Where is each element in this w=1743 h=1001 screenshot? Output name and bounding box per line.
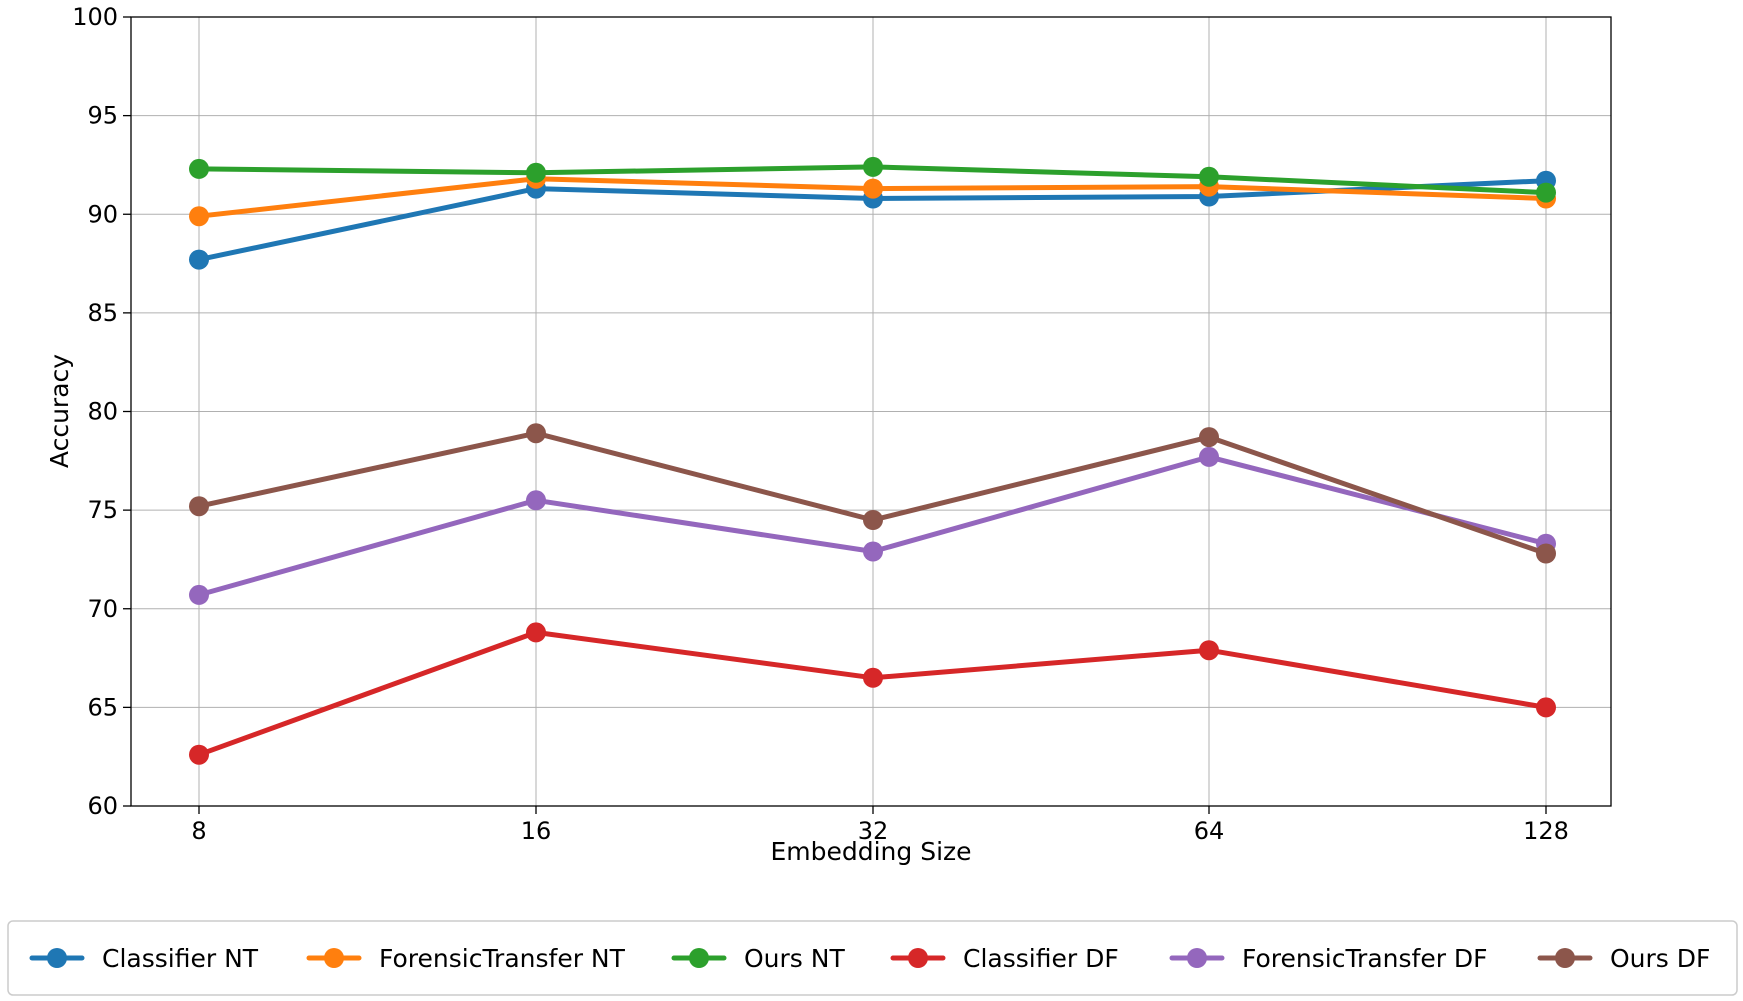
x-tick-label: 64: [1194, 817, 1225, 845]
data-point: [189, 496, 209, 517]
legend-frame: [7, 920, 1738, 996]
legend-label: Classifier DF: [963, 944, 1119, 973]
data-point: [863, 667, 883, 688]
y-axis-label: Accuracy: [45, 354, 74, 468]
data-point: [863, 178, 883, 199]
legend-label: Ours DF: [1610, 944, 1710, 973]
series-classifier-df: [189, 622, 1556, 765]
data-point: [189, 744, 209, 765]
data-point: [863, 541, 883, 562]
data-point: [526, 162, 546, 183]
axis-ticks: 60 65 70 75 80 85 90 95 100 8 16 32 64 128: [72, 3, 1569, 845]
data-point: [189, 206, 209, 227]
data-point: [1536, 543, 1556, 564]
x-axis-label: Embedding Size: [770, 837, 971, 866]
y-tick-label: 80: [87, 398, 118, 426]
legend-label: ForensicTransfer NT: [379, 944, 626, 973]
series-ours-df: [189, 423, 1556, 564]
x-tick-label: 8: [191, 817, 206, 845]
series-ours-nt: [189, 156, 1556, 203]
data-point: [189, 584, 209, 605]
data-point: [526, 622, 546, 643]
legend-item: ForensicTransfer DF: [1169, 944, 1488, 973]
legend-marker: [324, 948, 344, 968]
x-tick-label: 32: [858, 817, 889, 845]
series-lines: [189, 156, 1556, 765]
data-point: [1199, 166, 1219, 187]
data-point: [1199, 640, 1219, 661]
data-point: [863, 156, 883, 177]
y-tick-label: 60: [87, 792, 118, 820]
y-tick-label: 65: [87, 693, 118, 721]
x-tick-label: 128: [1523, 817, 1569, 845]
data-point: [1199, 446, 1219, 467]
y-tick-label: 100: [72, 3, 118, 31]
y-tick-label: 85: [87, 299, 118, 327]
legend-item: Ours DF: [1537, 944, 1710, 973]
legend-marker: [1555, 948, 1575, 968]
y-tick-label: 95: [87, 102, 118, 130]
legend-label: Ours NT: [744, 944, 845, 973]
y-tick-label: 90: [87, 200, 118, 228]
legend-item: Ours NT: [671, 944, 845, 973]
legend-label: Classifier NT: [102, 944, 259, 973]
legend-label: ForensicTransfer DF: [1242, 944, 1488, 973]
data-point: [863, 510, 883, 530]
data-point: [526, 423, 546, 444]
x-tick-label: 16: [521, 817, 552, 845]
legend-marker: [47, 948, 67, 968]
y-tick-label: 75: [87, 496, 118, 524]
data-point: [1536, 697, 1556, 718]
legend-item: Classifier NT: [29, 944, 259, 973]
data-point: [526, 490, 546, 511]
legend-marker: [689, 948, 709, 968]
data-point: [189, 249, 209, 270]
legend-item: Classifier DF: [890, 944, 1119, 973]
data-point: [1199, 427, 1219, 448]
legend-marker: [1187, 948, 1207, 968]
series-forensictransfer-df: [189, 446, 1556, 605]
legend-item: ForensicTransfer NT: [306, 944, 626, 973]
data-point: [1536, 182, 1556, 203]
y-tick-label: 70: [87, 595, 118, 623]
data-point: [189, 158, 209, 179]
legend: Classifier NT ForensicTransfer NT Ours NT C…: [7, 920, 1738, 996]
legend-marker: [908, 948, 928, 968]
